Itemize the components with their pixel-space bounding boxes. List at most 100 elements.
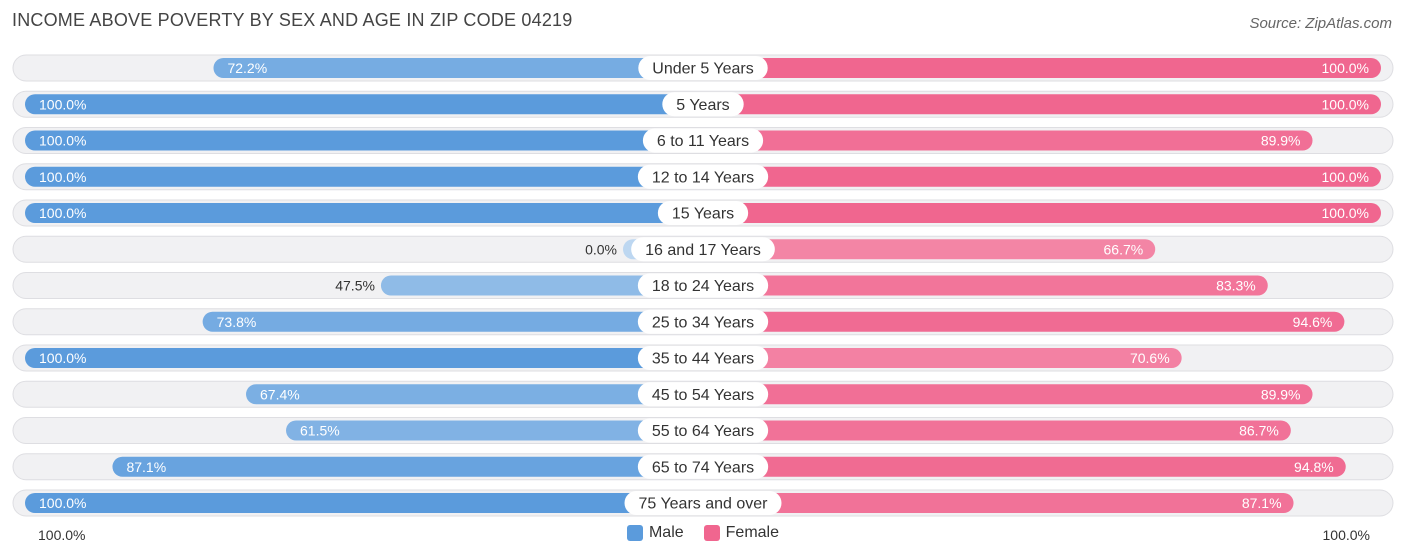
value-label-female: 100.0% — [1322, 169, 1369, 185]
bar-male[interactable] — [25, 166, 703, 187]
value-label-female: 94.8% — [1294, 459, 1334, 475]
bar-female[interactable] — [703, 203, 1381, 223]
bar-male[interactable] — [25, 130, 703, 151]
bar-female[interactable] — [703, 275, 1268, 296]
row-18-to-24-years: 47.5% 83.3% 18 to 24 Years — [12, 272, 1394, 299]
value-label-male: 73.8% — [217, 314, 257, 330]
bar-female[interactable] — [703, 94, 1381, 115]
bar-female[interactable] — [703, 384, 1313, 405]
value-label-female: 89.9% — [1261, 133, 1301, 149]
row-5-years: 100.0% 100.0% 5 Years — [12, 90, 1394, 118]
value-label-male: 67.4% — [260, 386, 300, 402]
category-label: 12 to 14 Years — [652, 169, 754, 186]
value-label-male: 100.0% — [39, 133, 86, 149]
category-label: 16 and 17 Years — [645, 242, 761, 259]
category-label: 55 to 64 Years — [652, 423, 754, 440]
legend-swatch-male — [626, 525, 643, 541]
row-15-years: 100.0% 100.0% 15 Years — [12, 199, 1394, 227]
category-pill — [657, 201, 749, 225]
legend-label-female: Female — [725, 524, 780, 541]
value-label-male: 87.1% — [126, 459, 166, 475]
category-pill — [637, 418, 769, 443]
bar-male[interactable] — [202, 311, 704, 332]
value-label-female: 83.3% — [1216, 278, 1256, 294]
category-pill — [637, 273, 769, 298]
value-label-male: 100.0% — [39, 205, 86, 221]
bar-male[interactable] — [286, 420, 703, 441]
value-label-female: 94.6% — [1293, 314, 1333, 330]
value-label-female: 100.0% — [1322, 205, 1369, 221]
category-pill — [637, 164, 769, 189]
category-pill — [637, 454, 769, 479]
category-pill — [642, 128, 764, 153]
legend-item-female[interactable]: Female — [703, 524, 780, 542]
row-under-5-years: 72.2% 100.0% Under 5 Years — [12, 54, 1394, 82]
value-label-female: 66.7% — [1104, 241, 1144, 257]
category-pill — [637, 382, 769, 407]
category-pill — [637, 346, 769, 370]
category-label: 6 to 11 Years — [657, 133, 749, 150]
value-label-male: 100.0% — [39, 350, 86, 366]
row-35-to-44-years: 100.0% 70.6% 35 to 44 Years — [12, 344, 1394, 372]
chart-legend: Male Female — [0, 524, 1406, 542]
row-45-to-54-years: 67.4% 89.9% 45 to 54 Years — [12, 380, 1394, 408]
value-label-male: 47.5% — [335, 278, 375, 294]
row-55-to-64-years: 61.5% 86.7% 55 to 64 Years — [12, 417, 1394, 444]
value-label-male: 72.2% — [227, 60, 267, 76]
row-6-to-11-years: 100.0% 89.9% 6 to 11 Years — [12, 127, 1394, 154]
category-pill — [624, 491, 782, 515]
bar-male[interactable] — [25, 493, 703, 513]
legend-label-male: Male — [648, 524, 684, 541]
bar-female[interactable] — [703, 166, 1381, 187]
bar-female[interactable] — [703, 239, 1156, 260]
bar-male[interactable] — [246, 384, 703, 405]
bar-male[interactable] — [25, 348, 703, 368]
bar-female[interactable] — [703, 311, 1345, 332]
category-label: 25 to 34 Years — [652, 314, 754, 331]
category-label: 45 to 54 Years — [652, 387, 754, 404]
row-12-to-14-years: 100.0% 100.0% 12 to 14 Years — [12, 163, 1394, 191]
category-pill — [662, 92, 744, 117]
row-65-to-74-years: 87.1% 94.8% 65 to 74 Years — [12, 453, 1394, 481]
bar-female[interactable] — [703, 130, 1313, 151]
bar-male[interactable] — [213, 58, 703, 78]
bar-male[interactable] — [25, 203, 703, 223]
category-label: 15 Years — [672, 206, 734, 223]
chart-title: INCOME ABOVE POVERTY BY SEX AND AGE IN Z… — [12, 10, 573, 30]
bar-female[interactable] — [703, 348, 1182, 368]
category-label: 35 to 44 Years — [652, 351, 754, 368]
category-label: 75 Years and over — [639, 496, 769, 513]
axis-left-label: 100.0% — [38, 527, 86, 543]
bar-male[interactable] — [112, 456, 704, 477]
chart-source: Source: ZipAtlas.com — [1249, 15, 1392, 32]
bar-male[interactable] — [380, 275, 703, 296]
value-label-male: 100.0% — [39, 169, 86, 185]
value-label-male: 100.0% — [39, 96, 86, 112]
bar-female[interactable] — [703, 493, 1294, 513]
category-label: 65 to 74 Years — [652, 459, 754, 476]
legend-item-male[interactable]: Male — [626, 524, 684, 542]
category-label: Under 5 Years — [652, 61, 753, 78]
category-label: 18 to 24 Years — [652, 278, 754, 295]
category-label: 5 Years — [676, 97, 729, 114]
category-pill — [637, 309, 769, 334]
row-16-and-17-years: 0.0% 66.7% 16 and 17 Years — [12, 235, 1394, 263]
value-label-male: 100.0% — [39, 495, 86, 511]
value-label-female: 89.9% — [1261, 386, 1301, 402]
legend-swatch-female — [703, 525, 720, 541]
row-75-years-and-over: 100.0% 87.1% 75 Years and over — [12, 489, 1394, 517]
chart-plot: 72.2% 100.0% Under 5 Years 100.0% 100.0% 5 Ye… — [12, 54, 1394, 517]
bar-female[interactable] — [703, 420, 1291, 441]
category-pill — [638, 56, 768, 80]
value-label-female: 100.0% — [1322, 96, 1369, 112]
bar-female[interactable] — [703, 456, 1346, 477]
row-25-to-34-years: 73.8% 94.6% 25 to 34 Years — [12, 308, 1394, 336]
category-pill — [631, 237, 775, 262]
value-label-female: 86.7% — [1239, 423, 1279, 439]
value-label-female: 87.1% — [1242, 495, 1282, 511]
value-label-female: 100.0% — [1322, 60, 1369, 76]
value-label-male: 0.0% — [585, 241, 617, 257]
bar-male[interactable] — [25, 94, 703, 115]
bar-female[interactable] — [703, 58, 1381, 78]
value-label-female: 70.6% — [1130, 350, 1170, 366]
